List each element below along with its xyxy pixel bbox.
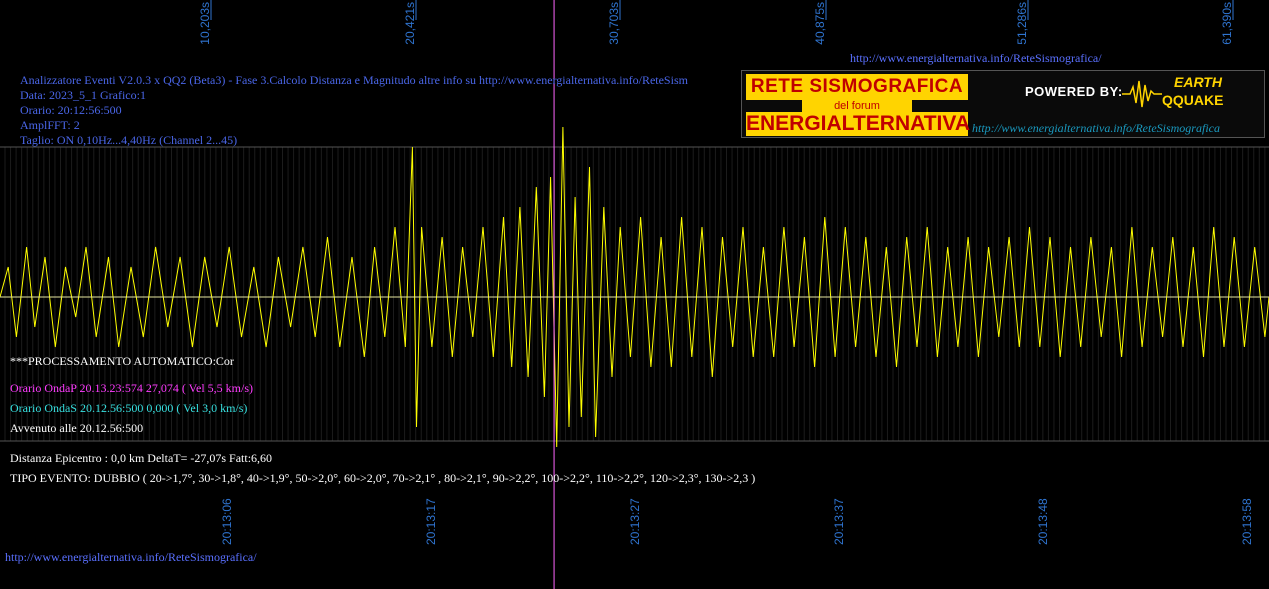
bottom-axis-label: 20:13:17 [424,498,438,545]
logo-subtitle: del forum [802,99,912,113]
info-title: Analizzatore Eventi V2.0.3 x QQ2 (Beta3)… [20,73,688,87]
logo-url[interactable]: http://www.energialternativa.info/ReteSi… [972,121,1220,135]
grid-layer [0,146,1269,442]
bottom-axis-label: 20:13:37 [832,498,846,545]
top-axis-label: 30,703s [607,2,621,45]
event-type: TIPO EVENTO: DUBBIO ( 20->1,7°, 30->1,8°… [10,471,756,485]
info-time: Orario: 20:12:56:500 [20,103,122,117]
footer-url[interactable]: http://www.energialternativa.info/ReteSi… [5,550,257,564]
seismic-trace [0,126,1269,448]
seismograph-wave-icon [1122,80,1162,108]
bottom-axis-label: 20:13:27 [628,498,642,545]
logo-name: ENERGIALTERNATIVA [746,112,970,136]
bottom-axis-label: 20:13:48 [1036,498,1050,545]
onda-p-time: Orario OndaP 20.13.23:574 27,074 ( Vel 5… [10,381,253,395]
processing-title: ***PROCESSAMENTO AUTOMATICO:Cor [10,354,234,368]
logo-powered-by: POWERED BY: [1025,84,1123,99]
rete-sismografica-logo: RETE SISMOGRAFICA del forum ENERGIALTERN… [741,70,1265,138]
header-url[interactable]: http://www.energialternativa.info/ReteSi… [850,51,1102,65]
axis-layer: 10,203s 20,421s 30,703s 40,875s 51,286s 61,39… [198,0,1254,545]
top-axis-label: 40,875s [813,2,827,45]
bottom-axis-label: 20:13:06 [220,498,234,545]
logo-title: RETE SISMOGRAFICA [746,74,968,100]
info-date: Data: 2023_5_1 Grafico:1 [20,88,146,102]
info-filter: Taglio: ON 0,10Hz...4,40Hz (Channel 2...… [20,133,238,147]
info-amplfft: AmplFFT: 2 [20,118,80,132]
logo-earth: EARTH [1174,74,1222,90]
onda-s-time: Orario OndaS 20.12.56:500 0,000 ( Vel 3,… [10,401,248,415]
logo-qquake: QQUAKE [1162,92,1224,108]
event-time: Avvenuto alle 20.12.56:500 [10,421,144,435]
trace-layer [0,126,1269,448]
top-axis-label: 20,421s [403,2,417,45]
bottom-axis-label: 20:13:58 [1240,498,1254,545]
top-axis-label: 51,286s [1015,2,1029,45]
epicenter-distance: Distanza Epicentro : 0,0 km DeltaT= -27,… [10,451,273,465]
top-axis-label: 10,203s [198,2,212,45]
top-axis-label: 61,390s [1220,2,1234,45]
logo-left-panel: RETE SISMOGRAFICA del forum ENERGIALTERN… [742,71,970,137]
